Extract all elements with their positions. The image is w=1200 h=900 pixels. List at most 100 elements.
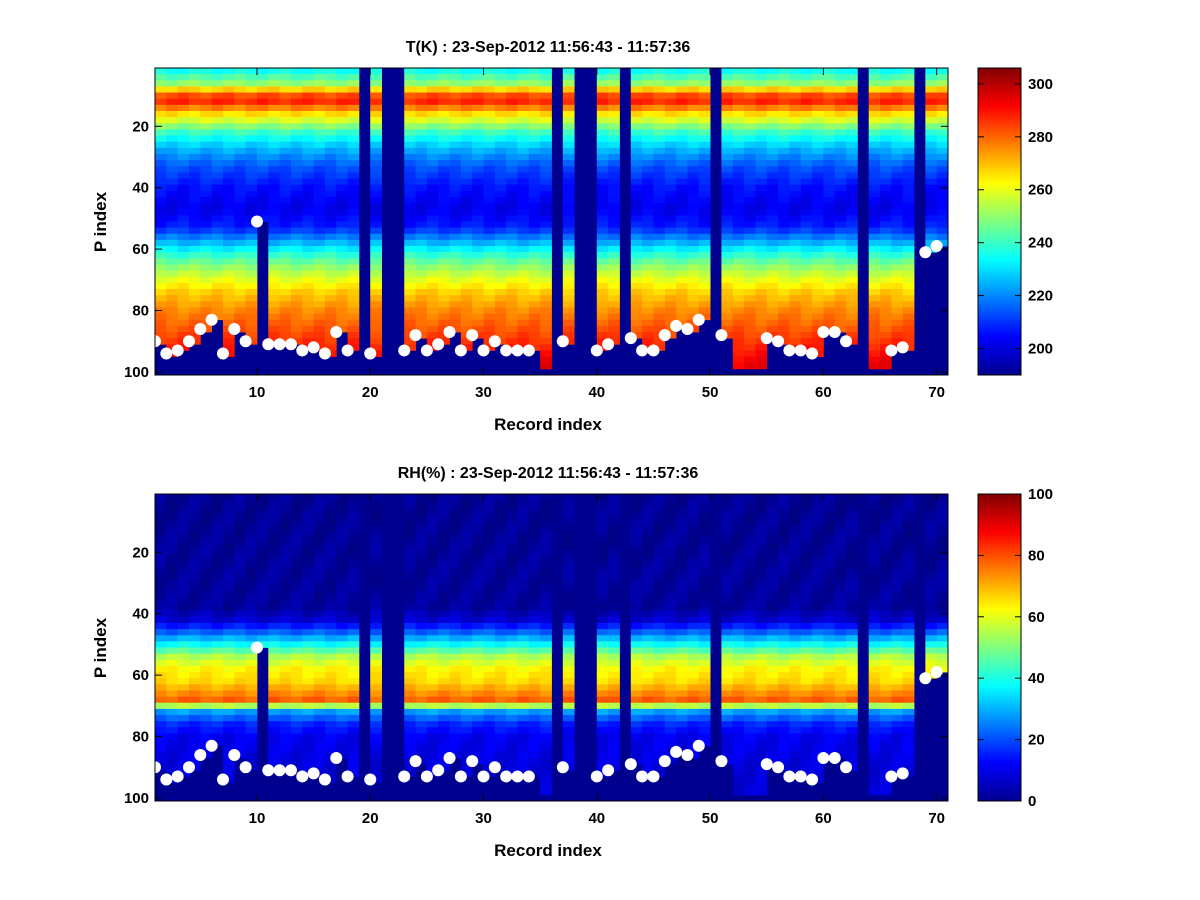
heatmap-cell — [823, 233, 836, 241]
heatmap-cell — [245, 500, 258, 507]
heatmap-cell — [188, 307, 201, 314]
heatmap-cell — [200, 659, 213, 667]
heatmap-cell — [880, 246, 892, 253]
heatmap-cell — [415, 604, 428, 612]
heatmap-cell — [823, 141, 836, 149]
heatmap-cell — [846, 258, 858, 265]
heatmap-cell — [426, 319, 439, 327]
heatmap-cell — [744, 512, 756, 519]
heatmap-cell — [721, 604, 734, 612]
heatmap-cell — [823, 289, 836, 296]
heatmap-cell — [596, 301, 609, 308]
heatmap-cell — [721, 221, 734, 229]
heatmap-cell — [460, 190, 473, 198]
heatmap-cell — [234, 80, 247, 87]
heatmap-cell — [517, 98, 530, 106]
heatmap-cell — [653, 727, 666, 734]
heatmap-cell — [766, 160, 779, 167]
heatmap-cell — [404, 325, 416, 333]
heatmap-cell — [902, 172, 915, 179]
heatmap-cell — [562, 325, 575, 333]
heatmap-cell — [370, 313, 382, 321]
heatmap-cell — [902, 92, 915, 100]
heatmap-cell — [800, 307, 813, 314]
heatmap-cell — [676, 715, 688, 722]
heatmap-cell — [324, 166, 337, 173]
heatmap-cell — [324, 494, 337, 501]
heatmap-cell — [766, 524, 779, 532]
heatmap-cell — [279, 751, 292, 759]
heatmap-cell — [744, 117, 756, 124]
heatmap-cell — [302, 166, 314, 173]
heatmap-cell — [268, 246, 281, 253]
heatmap-cell — [834, 80, 847, 87]
heatmap-cell — [256, 92, 269, 100]
heatmap-cell — [608, 227, 620, 235]
heatmap-cell — [211, 518, 224, 526]
heatmap-cell — [324, 141, 337, 149]
heatmap-cell — [755, 653, 768, 661]
heatmap-cell — [653, 233, 666, 241]
heatmap-cell — [642, 190, 654, 198]
heatmap-cell — [200, 727, 213, 734]
heatmap-cell — [562, 592, 575, 599]
heatmap-cell — [449, 696, 462, 704]
heatmap-cell — [812, 196, 824, 204]
heatmap-cell — [245, 98, 258, 106]
heatmap-cell — [268, 494, 281, 501]
heatmap-cell — [279, 622, 292, 630]
heatmap-cell — [608, 80, 620, 87]
heatmap-cell — [290, 178, 303, 186]
heatmap-cell — [245, 319, 258, 327]
heatmap-cell — [177, 592, 190, 599]
heatmap-cell — [245, 739, 258, 747]
heatmap-cell — [472, 659, 484, 667]
heatmap-cell — [540, 727, 552, 734]
heatmap-cell — [902, 74, 915, 81]
heatmap-cell — [166, 555, 179, 562]
heatmap-cell — [313, 579, 326, 587]
heatmap-cell — [562, 561, 575, 569]
heatmap-cell — [177, 733, 190, 740]
heatmap-cell — [528, 166, 541, 173]
heatmap-cell — [268, 117, 281, 124]
heatmap-cell — [449, 708, 462, 716]
heatmap-cell — [732, 561, 745, 569]
heatmap-cell — [596, 86, 609, 93]
heatmap-cell — [268, 295, 281, 302]
heatmap-cell — [778, 586, 790, 593]
heatmap-cell — [347, 665, 360, 673]
heatmap-cell — [766, 598, 779, 605]
heatmap-cell — [166, 295, 179, 302]
heatmap-cell — [902, 301, 915, 308]
heatmap-cell — [324, 68, 337, 75]
heatmap-cell — [732, 190, 745, 198]
heatmap-cell — [404, 659, 416, 667]
heatmap-cell — [370, 160, 382, 167]
heatmap-cell — [789, 770, 802, 777]
heatmap-cell — [279, 672, 292, 679]
heatmap-cell — [596, 147, 609, 155]
heatmap-cell — [506, 770, 518, 777]
heatmap-cell — [324, 209, 337, 216]
heatmap-cell — [868, 92, 881, 100]
heatmap-cell — [517, 696, 530, 704]
heatmap-cell — [540, 721, 552, 728]
heatmap-cell — [494, 98, 507, 106]
heatmap-cell — [755, 678, 768, 685]
heatmap-cell — [891, 166, 904, 173]
heatmap-cell — [460, 506, 473, 513]
heatmap-cell — [698, 647, 711, 655]
heatmap-cell — [302, 592, 314, 599]
heatmap-cell — [347, 282, 360, 290]
heatmap-cell — [211, 141, 224, 149]
heatmap-cell — [347, 129, 360, 136]
heatmap-cell — [744, 92, 756, 100]
heatmap-cell — [494, 307, 507, 314]
heatmap-cell — [732, 586, 745, 593]
heatmap-cell — [200, 506, 213, 513]
heatmap-cell — [596, 332, 609, 339]
heatmap-cell — [324, 184, 337, 192]
heatmap-cell — [642, 604, 654, 612]
heatmap-cell — [245, 579, 258, 587]
